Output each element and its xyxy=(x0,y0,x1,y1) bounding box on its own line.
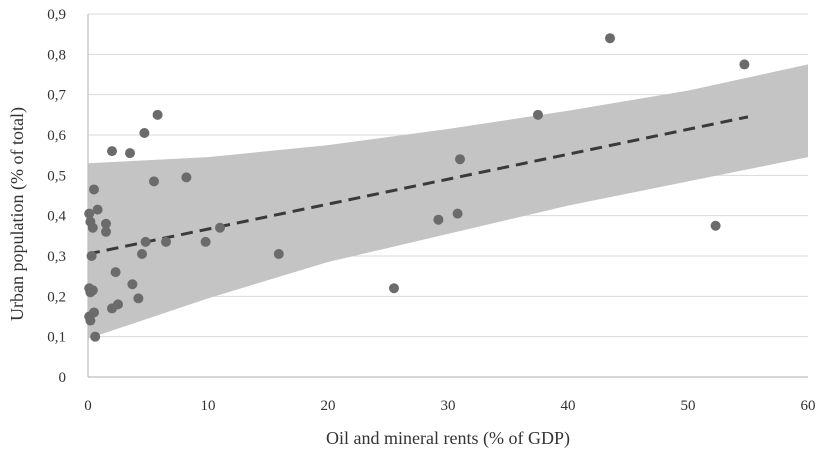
x-tick-label: 60 xyxy=(801,398,816,414)
trend-line xyxy=(87,115,749,256)
data-points xyxy=(84,33,750,342)
data-point xyxy=(125,148,135,159)
data-point xyxy=(273,248,284,259)
y-tick-label: 0,5 xyxy=(47,168,66,184)
data-point xyxy=(84,208,95,219)
data-point xyxy=(605,33,615,44)
data-point xyxy=(181,172,192,183)
data-point xyxy=(710,220,721,231)
y-tick-label: 0,3 xyxy=(47,249,66,265)
y-tick-label: 0,4 xyxy=(47,209,66,225)
y-axis-title: Urban population (% of total) xyxy=(7,107,28,321)
data-point xyxy=(90,331,101,342)
data-point xyxy=(389,283,399,294)
x-tick-label: 0 xyxy=(84,398,92,414)
data-point xyxy=(107,146,117,157)
data-point xyxy=(140,236,151,247)
x-tick-label: 30 xyxy=(441,398,456,414)
data-point xyxy=(86,251,97,261)
data-point xyxy=(452,208,463,219)
y-tick-labels: 0 0,1 0,2 0,3 0,4 0,5 0,6 0,7 0,8 0,9 xyxy=(47,7,66,386)
x-tick-label: 40 xyxy=(561,398,576,414)
confidence-band-layer xyxy=(88,64,808,339)
data-point xyxy=(127,279,138,290)
y-tick-label: 0,8 xyxy=(47,47,66,63)
data-point xyxy=(107,303,117,314)
data-point xyxy=(149,176,159,187)
data-point xyxy=(739,59,750,70)
data-point xyxy=(161,236,171,247)
data-point xyxy=(89,184,99,195)
trend-line-layer xyxy=(87,115,749,256)
data-point xyxy=(89,307,99,318)
data-point xyxy=(137,248,147,259)
data-point xyxy=(533,109,543,120)
data-point xyxy=(139,127,150,138)
data-point xyxy=(101,226,111,237)
data-point xyxy=(433,214,444,225)
data-point xyxy=(87,222,98,233)
data-point xyxy=(215,222,225,233)
data-point xyxy=(85,315,96,326)
data-point xyxy=(455,154,465,165)
x-axis-title: Oil and mineral rents (% of GDP) xyxy=(326,428,570,449)
y-tick-label: 0,9 xyxy=(47,7,66,23)
confidence-band xyxy=(88,64,808,339)
data-point xyxy=(152,109,163,120)
x-tick-label: 50 xyxy=(681,398,696,414)
y-tick-label: 0,6 xyxy=(47,128,66,144)
data-point xyxy=(200,236,211,247)
x-tick-label: 20 xyxy=(321,398,336,414)
data-point xyxy=(92,204,103,215)
x-tick-labels: 0 10 20 30 40 50 60 xyxy=(84,398,815,414)
data-point xyxy=(110,267,121,278)
x-tick-label: 10 xyxy=(201,398,216,414)
data-point xyxy=(101,218,111,229)
y-tick-label: 0 xyxy=(59,370,67,386)
y-tick-label: 0,2 xyxy=(47,289,66,305)
y-tick-label: 0,1 xyxy=(47,330,66,346)
y-tick-label: 0,7 xyxy=(47,88,66,104)
data-point xyxy=(87,285,98,296)
data-point xyxy=(133,293,144,304)
